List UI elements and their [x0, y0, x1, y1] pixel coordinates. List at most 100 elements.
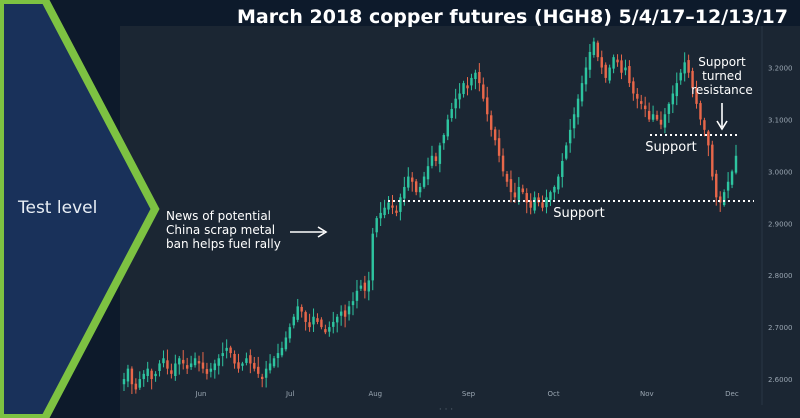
y-tick-label: 3.0000: [768, 168, 793, 176]
candle-body: [632, 81, 635, 94]
candle-body: [387, 202, 390, 210]
x-tick-label: Nov: [640, 390, 654, 398]
x-tick-label: Dec: [725, 390, 739, 398]
candle-body: [233, 353, 236, 364]
candle-body: [726, 181, 730, 191]
candle-body: [130, 368, 134, 385]
candle-body: [292, 316, 295, 326]
candle-body: [284, 337, 288, 350]
candle-body: [347, 306, 351, 315]
candle-body: [355, 290, 359, 301]
candle-body: [722, 192, 726, 206]
sidebar-label: Test level: [18, 198, 98, 218]
candle-body: [568, 129, 572, 144]
candle-body: [454, 98, 457, 109]
candle-body: [596, 42, 600, 58]
annotation-news-line-3: ban helps fuel rally: [166, 237, 281, 251]
candle-body: [659, 119, 663, 125]
x-tick-label: Oct: [548, 390, 560, 398]
candle-body: [711, 144, 714, 177]
candle-body: [667, 103, 671, 114]
candle-body: [643, 105, 647, 110]
candle-body: [580, 83, 584, 102]
candle-body: [675, 83, 678, 97]
candle-body: [489, 115, 493, 130]
y-tick-label: 2.9000: [768, 220, 793, 228]
candle-body: [576, 98, 580, 118]
y-tick-label: 3.1000: [768, 116, 793, 124]
candle-body: [201, 362, 205, 369]
candle-body: [174, 363, 177, 377]
x-tick-label: Jun: [195, 390, 207, 398]
candle-body: [304, 312, 307, 322]
candle-body: [505, 173, 509, 182]
candle-body: [470, 77, 473, 86]
candle-body: [671, 93, 675, 105]
candle-body: [647, 110, 651, 120]
y-tick-label: 2.8000: [768, 272, 793, 280]
candle-body: [253, 362, 256, 369]
candle-body: [497, 138, 501, 156]
candle-body: [525, 193, 528, 203]
candle-body: [426, 166, 430, 180]
candle-body: [683, 62, 686, 74]
annotation-news: News of potential China scrap metal ban …: [166, 209, 281, 251]
candle-body: [509, 179, 513, 193]
candle-body: [221, 353, 224, 357]
support-label-upper: Support: [645, 140, 696, 155]
candle-body: [493, 129, 497, 141]
candle-body: [150, 370, 153, 380]
candle-body: [462, 83, 465, 95]
candle-body: [134, 383, 138, 390]
annotation-resistance-line-3: resistance: [691, 83, 753, 97]
candle-body: [288, 327, 292, 339]
candle-body: [411, 177, 414, 182]
candle-body: [379, 212, 382, 219]
candle-body: [446, 119, 449, 137]
candle-body: [324, 329, 327, 333]
candle-body: [225, 347, 228, 351]
candle-body: [257, 366, 260, 374]
candle-body: [434, 156, 438, 161]
candle-body: [209, 368, 213, 372]
candle-body: [624, 67, 627, 71]
candle-body: [280, 347, 284, 356]
candle-body: [189, 363, 193, 368]
candle-body: [371, 233, 374, 281]
candle-body: [328, 327, 331, 332]
candle-body: [367, 280, 371, 292]
annotation-news-arrowhead: [317, 226, 328, 238]
candle-body: [620, 60, 623, 73]
candle-body: [383, 207, 386, 216]
candle-body: [513, 192, 517, 198]
candle-body: [687, 60, 690, 73]
candle-body: [162, 358, 165, 364]
candle-body: [422, 176, 426, 187]
candle-body: [213, 363, 217, 371]
candle-body: [655, 114, 659, 120]
candle-body: [343, 310, 347, 317]
candle-body: [691, 70, 694, 89]
candle-body: [154, 373, 157, 377]
candle-body: [375, 218, 378, 233]
candle-body: [407, 176, 410, 188]
candle-body: [553, 186, 556, 193]
candle-body: [572, 114, 576, 129]
candle-body: [612, 57, 615, 69]
candle-body: [486, 97, 489, 115]
candle-body: [363, 282, 367, 291]
candle-body: [699, 103, 702, 120]
candle-body: [715, 173, 718, 198]
candle-body: [517, 186, 521, 200]
candle-body: [182, 359, 185, 364]
annotation-news-line-2: China scrap metal: [166, 223, 275, 237]
candle-body: [450, 109, 453, 119]
candle-body: [296, 306, 299, 320]
candle-body: [126, 368, 130, 382]
watermark: · · ·: [439, 405, 453, 415]
candle-body: [332, 321, 335, 327]
candle-body: [695, 87, 698, 104]
candle-body: [414, 181, 418, 193]
annotation-news-line-1: News of potential: [166, 209, 271, 223]
